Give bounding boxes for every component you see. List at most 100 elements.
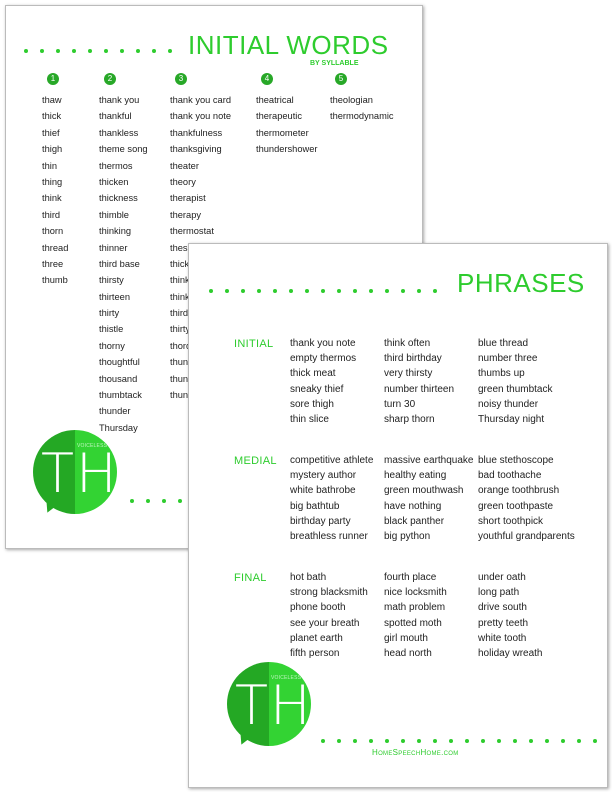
th-logo: TH VOICELESS bbox=[33, 430, 117, 518]
dot bbox=[369, 739, 373, 743]
word-column: theatrical therapeutic thermometer thunders… bbox=[256, 95, 318, 161]
word: thistle bbox=[99, 324, 124, 335]
phrase-column: blue thread number three thumbs up green th… bbox=[478, 338, 553, 429]
phrase: green mouthwash bbox=[384, 485, 464, 497]
phrase: phone booth bbox=[290, 602, 346, 614]
phrase: blue stethoscope bbox=[478, 455, 554, 466]
phrase: see your breath bbox=[290, 617, 360, 629]
word-column: thank you card thank you note thankfulness… bbox=[170, 95, 231, 406]
phrase: girl mouth bbox=[384, 632, 428, 644]
word: thaw bbox=[42, 95, 62, 105]
phrase: Thursday night bbox=[478, 413, 545, 425]
word: therapy bbox=[170, 209, 202, 220]
phrase: head north bbox=[384, 647, 432, 659]
phrase: thin slice bbox=[290, 413, 329, 425]
phrase: birthday party bbox=[290, 515, 351, 527]
syllable-number: 3 bbox=[175, 73, 187, 85]
website-link[interactable]: HomeSpeechHome.com bbox=[372, 748, 459, 757]
th-logo: TH VOICELESS bbox=[227, 662, 311, 750]
phrase: youthful grandparents bbox=[478, 530, 575, 542]
word: think bbox=[170, 275, 190, 286]
dot bbox=[433, 739, 437, 743]
dot bbox=[40, 49, 44, 53]
phrase: white tooth bbox=[478, 632, 527, 644]
word: thick bbox=[170, 258, 190, 269]
dot bbox=[417, 289, 421, 293]
word: thinner bbox=[99, 242, 128, 253]
dot bbox=[385, 289, 389, 293]
word: thund bbox=[170, 357, 194, 368]
phrase-column: thank you note empty thermos thick meat sne… bbox=[290, 338, 356, 429]
phrase: holiday wreath bbox=[478, 647, 543, 659]
phrase: very thirsty bbox=[384, 368, 433, 380]
phrase: mystery author bbox=[290, 470, 357, 482]
phrase: massive earthquake bbox=[384, 455, 474, 466]
dot bbox=[337, 739, 341, 743]
dot bbox=[401, 289, 405, 293]
phrase: thumbs up bbox=[478, 368, 525, 380]
phrase: have nothing bbox=[384, 500, 442, 512]
dot bbox=[561, 739, 565, 743]
syllable-number: 4 bbox=[261, 73, 273, 85]
phrase: white bathrobe bbox=[290, 485, 356, 497]
dot bbox=[120, 49, 124, 53]
phrase-column: under oath long path drive south pretty tee… bbox=[478, 572, 542, 663]
dot bbox=[353, 739, 357, 743]
dot bbox=[146, 499, 150, 503]
phrase: under oath bbox=[478, 572, 526, 583]
word: thank you bbox=[99, 95, 140, 105]
phrase: math problem bbox=[384, 602, 446, 614]
dotted-rule bbox=[321, 739, 609, 743]
word: third bbox=[170, 308, 189, 319]
word: thund bbox=[170, 390, 194, 401]
word: thankless bbox=[99, 127, 139, 138]
phrase: think often bbox=[384, 338, 431, 349]
dot bbox=[209, 289, 213, 293]
dot bbox=[56, 49, 60, 53]
word: thirteen bbox=[99, 291, 131, 302]
syllable-number: 1 bbox=[47, 73, 59, 85]
word-column: thaw thick thief thigh thin thing think third th… bbox=[42, 95, 68, 292]
dot bbox=[529, 739, 533, 743]
word: thirsty bbox=[99, 275, 124, 286]
phrase-column: think often third birthday very thirsty num… bbox=[384, 338, 454, 429]
phrase: hot bath bbox=[290, 572, 327, 583]
word: thermos bbox=[99, 160, 133, 171]
word: theologian bbox=[330, 95, 373, 105]
phrase: breathless runner bbox=[290, 530, 368, 542]
dot bbox=[433, 289, 437, 293]
word: thanksgiving bbox=[170, 144, 222, 155]
word: third bbox=[42, 209, 61, 220]
word: three bbox=[42, 258, 64, 269]
word: think bbox=[170, 291, 190, 302]
phrase: blue thread bbox=[478, 338, 529, 349]
page-subtitle: BY SYLLABLE bbox=[310, 60, 359, 67]
dot bbox=[321, 289, 325, 293]
phrase: sneaky thief bbox=[290, 383, 344, 395]
dotted-rule bbox=[130, 499, 194, 503]
dot bbox=[481, 739, 485, 743]
dot bbox=[104, 49, 108, 53]
phrase: big bathtub bbox=[290, 500, 340, 512]
phrase: fourth place bbox=[384, 572, 437, 583]
word: Thursday bbox=[99, 422, 138, 433]
section-label: INITIAL bbox=[234, 338, 274, 350]
word: thank you note bbox=[170, 111, 231, 122]
phrase: sore thigh bbox=[290, 398, 334, 410]
word: thund bbox=[170, 373, 194, 384]
word: theory bbox=[170, 176, 196, 187]
phrase: number three bbox=[478, 353, 538, 365]
dotted-rule bbox=[24, 49, 184, 53]
word: thick bbox=[42, 111, 62, 122]
dot bbox=[152, 49, 156, 53]
dot bbox=[72, 49, 76, 53]
dot bbox=[513, 739, 517, 743]
dot bbox=[385, 739, 389, 743]
phrase: spotted moth bbox=[384, 617, 442, 629]
phrase: nice locksmith bbox=[384, 587, 447, 599]
phrase: short toothpick bbox=[478, 515, 544, 527]
dot bbox=[369, 289, 373, 293]
word: thimble bbox=[99, 209, 129, 220]
word: thin bbox=[42, 160, 57, 171]
dot bbox=[401, 739, 405, 743]
